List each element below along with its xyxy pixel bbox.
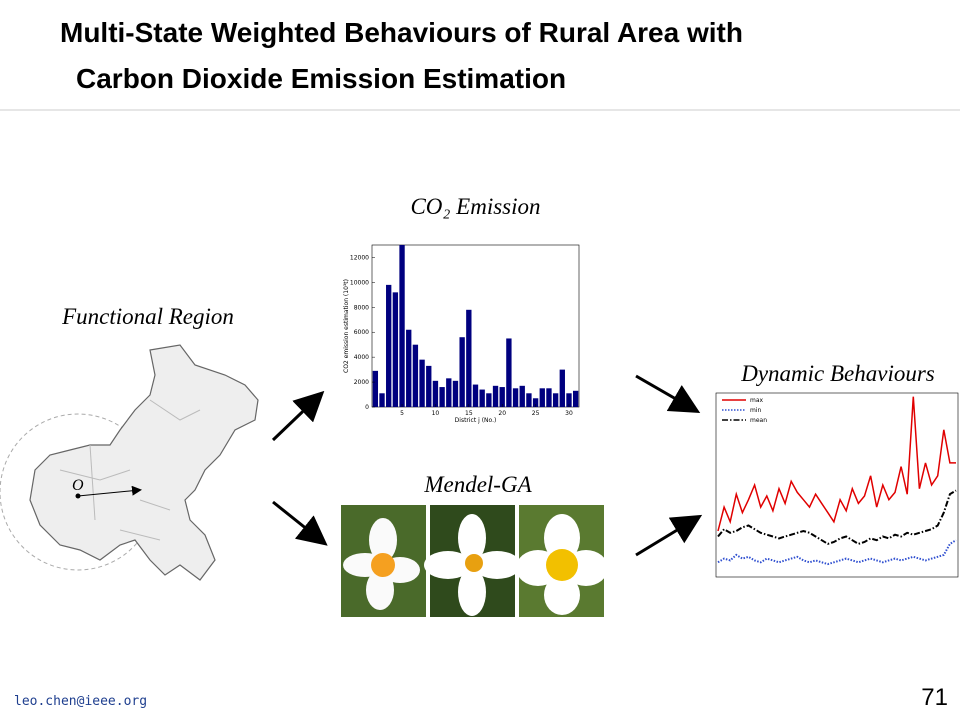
bar <box>532 398 539 407</box>
title-line: Carbon Dioxide Emission Estimation <box>76 63 566 94</box>
arrow <box>271 390 325 442</box>
y-tick-label: 0 <box>365 404 369 411</box>
page-number: 71 <box>921 684 948 711</box>
y-tick-label: 4000 <box>354 354 369 361</box>
bar <box>372 370 379 407</box>
bar <box>466 309 472 407</box>
bar <box>572 390 579 407</box>
bar <box>499 387 505 407</box>
bar <box>406 329 412 407</box>
bar <box>566 393 572 407</box>
bar <box>412 344 419 407</box>
y-tick-label: 8000 <box>354 304 369 311</box>
legend-label: max <box>750 397 764 404</box>
legend-label: min <box>750 407 762 414</box>
bar <box>492 385 499 407</box>
bar <box>392 292 399 407</box>
bar <box>479 389 485 407</box>
bar <box>546 388 552 407</box>
chart-title: Dynamic Behaviours <box>740 361 935 386</box>
plot-frame <box>715 392 959 578</box>
x-axis-label: District j (No.) <box>455 417 497 424</box>
footer-email: leo.chen@ieee.org <box>14 694 147 709</box>
arrow <box>635 514 703 557</box>
label: Mendel-GA <box>423 472 532 497</box>
bar <box>526 393 532 407</box>
title-line: Multi-State Weighted Behaviours of Rural… <box>60 17 743 48</box>
bar <box>426 365 432 407</box>
chart-title: CO₂ Emission <box>410 194 540 219</box>
bar <box>472 384 479 407</box>
map-borders <box>59 399 201 541</box>
x-tick-label: 25 <box>532 410 540 417</box>
y-tick-label: 6000 <box>354 329 369 336</box>
bar <box>432 380 439 407</box>
x-tick-label: 15 <box>465 410 473 417</box>
bar <box>519 385 525 407</box>
x-tick-label: 30 <box>565 410 573 417</box>
bar <box>446 378 452 407</box>
bar <box>386 284 392 407</box>
series-line <box>717 396 956 532</box>
x-tick-label: 20 <box>498 410 506 417</box>
bar <box>399 245 405 407</box>
bar <box>419 359 425 407</box>
arrow <box>272 500 328 546</box>
bar <box>459 337 465 407</box>
bar <box>552 393 559 407</box>
series-line <box>717 489 957 545</box>
bar <box>452 380 459 407</box>
y-tick-label: 2000 <box>354 379 369 386</box>
bar <box>439 387 445 407</box>
bar <box>486 393 492 407</box>
bar <box>539 388 545 407</box>
bar <box>512 388 519 407</box>
y-axis-label: CO2 emission estimation (10³t) <box>343 279 350 373</box>
legend-label: mean <box>750 417 767 424</box>
bar <box>379 393 385 407</box>
y-tick-label: 10000 <box>350 279 369 286</box>
bar <box>506 338 512 407</box>
bar <box>559 369 565 407</box>
label: Functional Region <box>61 304 234 329</box>
photos <box>341 505 608 617</box>
x-tick-label: 5 <box>400 410 404 417</box>
x-tick-label: 10 <box>432 410 440 417</box>
origin-label: O <box>72 477 84 494</box>
y-tick-label: 12000 <box>350 254 369 261</box>
series-line <box>717 539 957 566</box>
origin-arrow <box>77 485 142 497</box>
arrow <box>635 374 701 413</box>
map <box>29 344 259 581</box>
